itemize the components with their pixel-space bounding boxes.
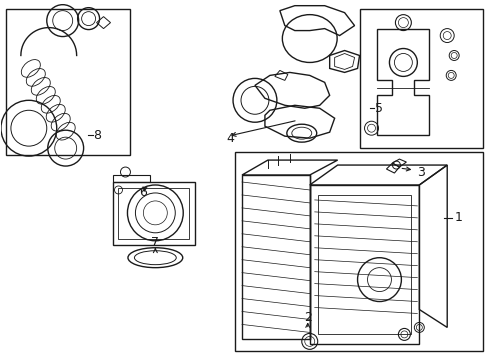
Text: 1: 1 bbox=[453, 211, 461, 224]
Text: 3: 3 bbox=[416, 166, 425, 179]
Text: 8: 8 bbox=[93, 129, 102, 142]
Text: 2: 2 bbox=[303, 311, 311, 324]
Text: 4: 4 bbox=[225, 132, 234, 145]
Text: 6: 6 bbox=[139, 186, 147, 199]
Text: 7: 7 bbox=[151, 236, 159, 249]
Text: 5: 5 bbox=[375, 102, 383, 115]
